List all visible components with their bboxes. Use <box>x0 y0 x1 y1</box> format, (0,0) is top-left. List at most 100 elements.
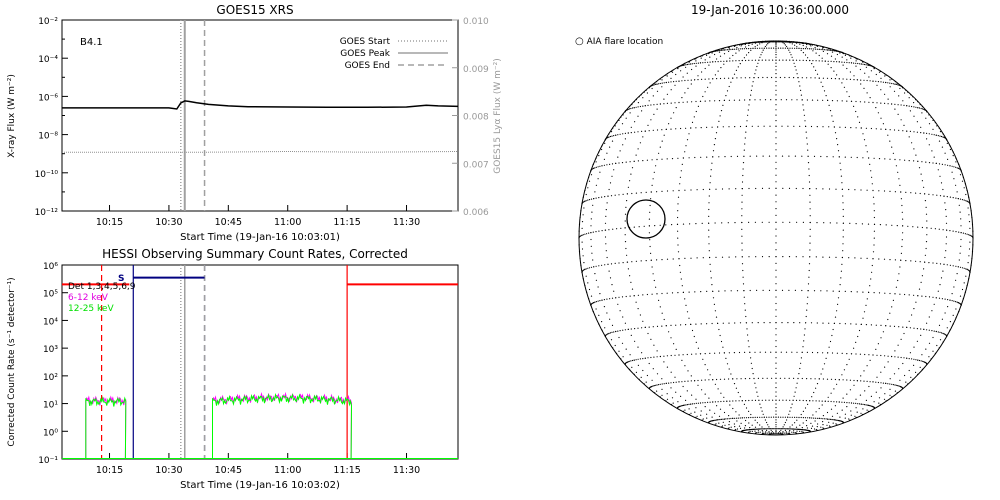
grid-dot <box>802 48 805 50</box>
grid-dot <box>712 156 714 158</box>
sun-map-panel: 19-Jan-2016 10:36:00.000 ○ AIA flare loc… <box>575 3 974 436</box>
grid-dot <box>799 41 801 44</box>
grid-dot <box>842 421 845 424</box>
grid-dot <box>826 156 828 158</box>
grid-dot <box>728 427 730 429</box>
grid-dot <box>860 189 862 191</box>
grid-dot <box>815 48 817 50</box>
grid-dot <box>955 308 957 310</box>
grid-dot <box>635 260 638 262</box>
grid-dot <box>764 432 767 434</box>
grid-dot <box>842 52 845 55</box>
grid-dot <box>775 168 777 170</box>
grid-dot <box>739 48 741 50</box>
grid-dot <box>654 82 656 84</box>
grid-dot <box>680 395 682 397</box>
grid-dot <box>582 196 584 198</box>
grid-dot <box>749 99 751 101</box>
grid-dot <box>707 86 709 88</box>
grid-dot <box>875 107 877 109</box>
grid-dot <box>793 322 795 324</box>
grid-dot <box>733 352 736 354</box>
grid-dot <box>812 60 814 62</box>
grid-dot <box>910 376 912 378</box>
grid-dot <box>765 59 767 61</box>
grid-dot <box>895 286 898 288</box>
grid-dot <box>744 351 746 353</box>
grid-dot <box>936 194 938 196</box>
grid-dot <box>741 400 743 402</box>
grid-dot <box>769 322 771 324</box>
grid-dot <box>780 429 782 431</box>
grid-dot <box>611 140 614 142</box>
grid-dot <box>618 194 620 196</box>
grid-dot <box>730 290 732 292</box>
grid-dot <box>830 392 832 394</box>
grid-dot <box>710 169 712 171</box>
grid-dot <box>903 124 905 126</box>
grid-dot <box>965 268 967 270</box>
grid-dot <box>902 326 904 328</box>
grid-dot <box>690 189 692 191</box>
grid-dot <box>679 176 682 178</box>
grid-dot <box>580 210 582 212</box>
grid-dot <box>715 132 718 134</box>
grid-dot <box>831 352 834 354</box>
grid-dot <box>707 401 709 403</box>
grid-dot <box>958 163 960 165</box>
grid-dot <box>822 50 825 53</box>
grid-dot <box>681 405 683 407</box>
grid-dot <box>720 340 723 343</box>
grid-dot <box>958 204 960 206</box>
grid-dot <box>678 101 680 104</box>
grid-dot <box>833 419 836 421</box>
grid-dot <box>743 290 745 292</box>
grid-dot <box>938 127 940 129</box>
grid-dot <box>791 416 793 418</box>
grid-dot <box>721 222 723 224</box>
grid-dot <box>605 250 607 252</box>
grid-dot <box>678 258 680 260</box>
grid-dot <box>924 254 927 256</box>
grid-dot <box>814 46 816 49</box>
grid-dot <box>915 359 917 361</box>
grid-dot <box>846 393 848 395</box>
grid-dot <box>823 418 826 420</box>
grid-dot <box>822 378 825 380</box>
grid-dot <box>897 385 899 387</box>
grid-dot <box>827 99 829 101</box>
grid-dot <box>898 273 900 275</box>
grid-dot <box>721 425 724 427</box>
grid-dot <box>809 256 811 258</box>
grid-dot <box>862 291 864 293</box>
grid-dot <box>807 290 809 292</box>
grid-dot <box>688 133 690 135</box>
grid-dot <box>751 430 753 432</box>
grid-dot <box>732 417 734 419</box>
grid-dot <box>901 211 903 213</box>
grid-dot <box>718 328 720 331</box>
grid-dot <box>810 43 813 45</box>
grid-dot <box>956 191 958 193</box>
grid-dot <box>805 59 808 62</box>
grid-dot <box>696 415 698 417</box>
grid-dot <box>908 97 910 99</box>
grid-dot <box>799 424 801 426</box>
grid-dot <box>775 59 777 61</box>
grid-dot <box>900 259 902 261</box>
grid-dot <box>908 369 910 372</box>
grid-dot <box>614 194 616 196</box>
grid-dot <box>601 329 603 331</box>
grid-dot <box>655 286 657 288</box>
grid-dot <box>595 184 598 186</box>
grid-dot <box>709 51 711 54</box>
grid-dot <box>822 49 824 51</box>
grid-dot <box>645 191 647 193</box>
grid-dot <box>691 353 693 355</box>
grid-dot <box>809 235 811 237</box>
grid-dot <box>837 150 840 152</box>
grid-dot <box>855 60 857 62</box>
grid-dot <box>635 359 637 361</box>
grid-dot <box>763 428 765 430</box>
grid-dot <box>801 429 803 431</box>
